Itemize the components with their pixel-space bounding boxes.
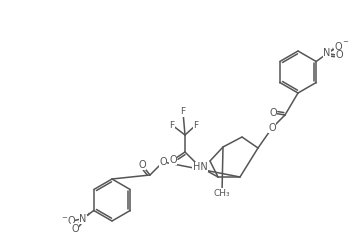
Text: O: O <box>169 155 177 165</box>
Text: O: O <box>159 157 167 167</box>
Text: O: O <box>335 50 343 61</box>
Text: +: + <box>85 212 90 217</box>
Text: O: O <box>138 160 146 170</box>
Text: F: F <box>193 121 199 129</box>
Text: N: N <box>324 48 331 59</box>
Text: F: F <box>180 108 186 117</box>
Text: −: − <box>61 215 67 220</box>
Text: +: + <box>330 47 334 52</box>
Text: O: O <box>67 216 75 227</box>
Text: O: O <box>334 42 342 51</box>
Text: HN: HN <box>193 162 207 172</box>
Text: F: F <box>169 121 174 129</box>
Text: −: − <box>342 40 348 46</box>
Text: O: O <box>71 224 79 233</box>
Text: N: N <box>79 214 87 224</box>
Text: O: O <box>269 108 277 118</box>
Text: O: O <box>268 123 276 133</box>
Text: CH₃: CH₃ <box>214 188 230 198</box>
